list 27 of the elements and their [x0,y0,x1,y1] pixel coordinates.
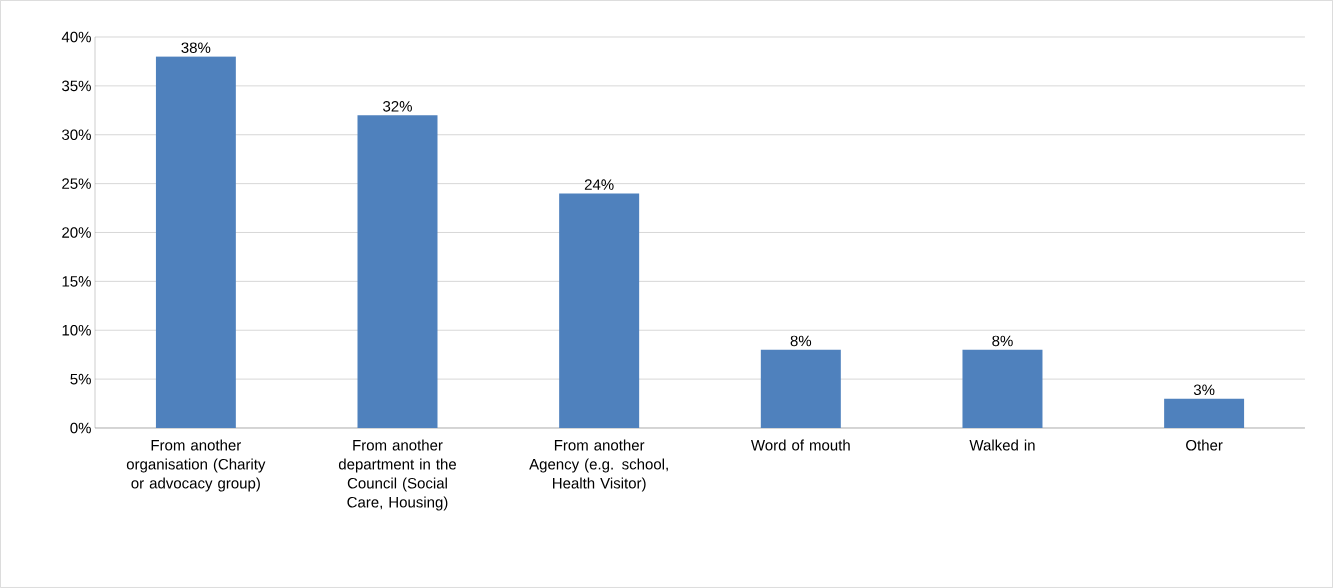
y-tick-label: 20% [62,227,91,238]
y-tick-label: 10% [62,324,91,336]
data-label: 3% [1193,384,1215,396]
y-tick-label: 35% [62,80,91,92]
y-tick-label: 25% [62,178,91,189]
bar [357,115,438,428]
y-tick-label: 15% [62,276,91,287]
x-tick-label: From another Agency (e.g. school, Health Visitor) [529,439,668,492]
x-tick-label: From another organisation (Charity or advocacy group) [126,439,266,492]
data-label: 8% [790,335,812,347]
data-label: 38% [181,42,211,53]
data-label: 32% [383,101,412,112]
x-tick-label: Word of mouth [751,439,850,451]
x-tick-label: From another department in the Council (Social Care, Housing) [338,439,456,511]
y-tick-label: 30% [62,129,91,141]
y-tick-label: 0% [70,422,91,434]
bar [1164,398,1245,428]
bar [155,56,236,428]
data-label: 24% [584,179,614,190]
x-tick-label: Other [1186,439,1223,451]
y-tick-label: 5% [70,373,91,385]
data-label: 8% [992,335,1013,347]
bar [962,349,1043,428]
bar [559,193,640,428]
y-tick-label: 40% [61,31,91,43]
x-tick-label: Walked in [969,439,1035,451]
bar [760,349,841,428]
